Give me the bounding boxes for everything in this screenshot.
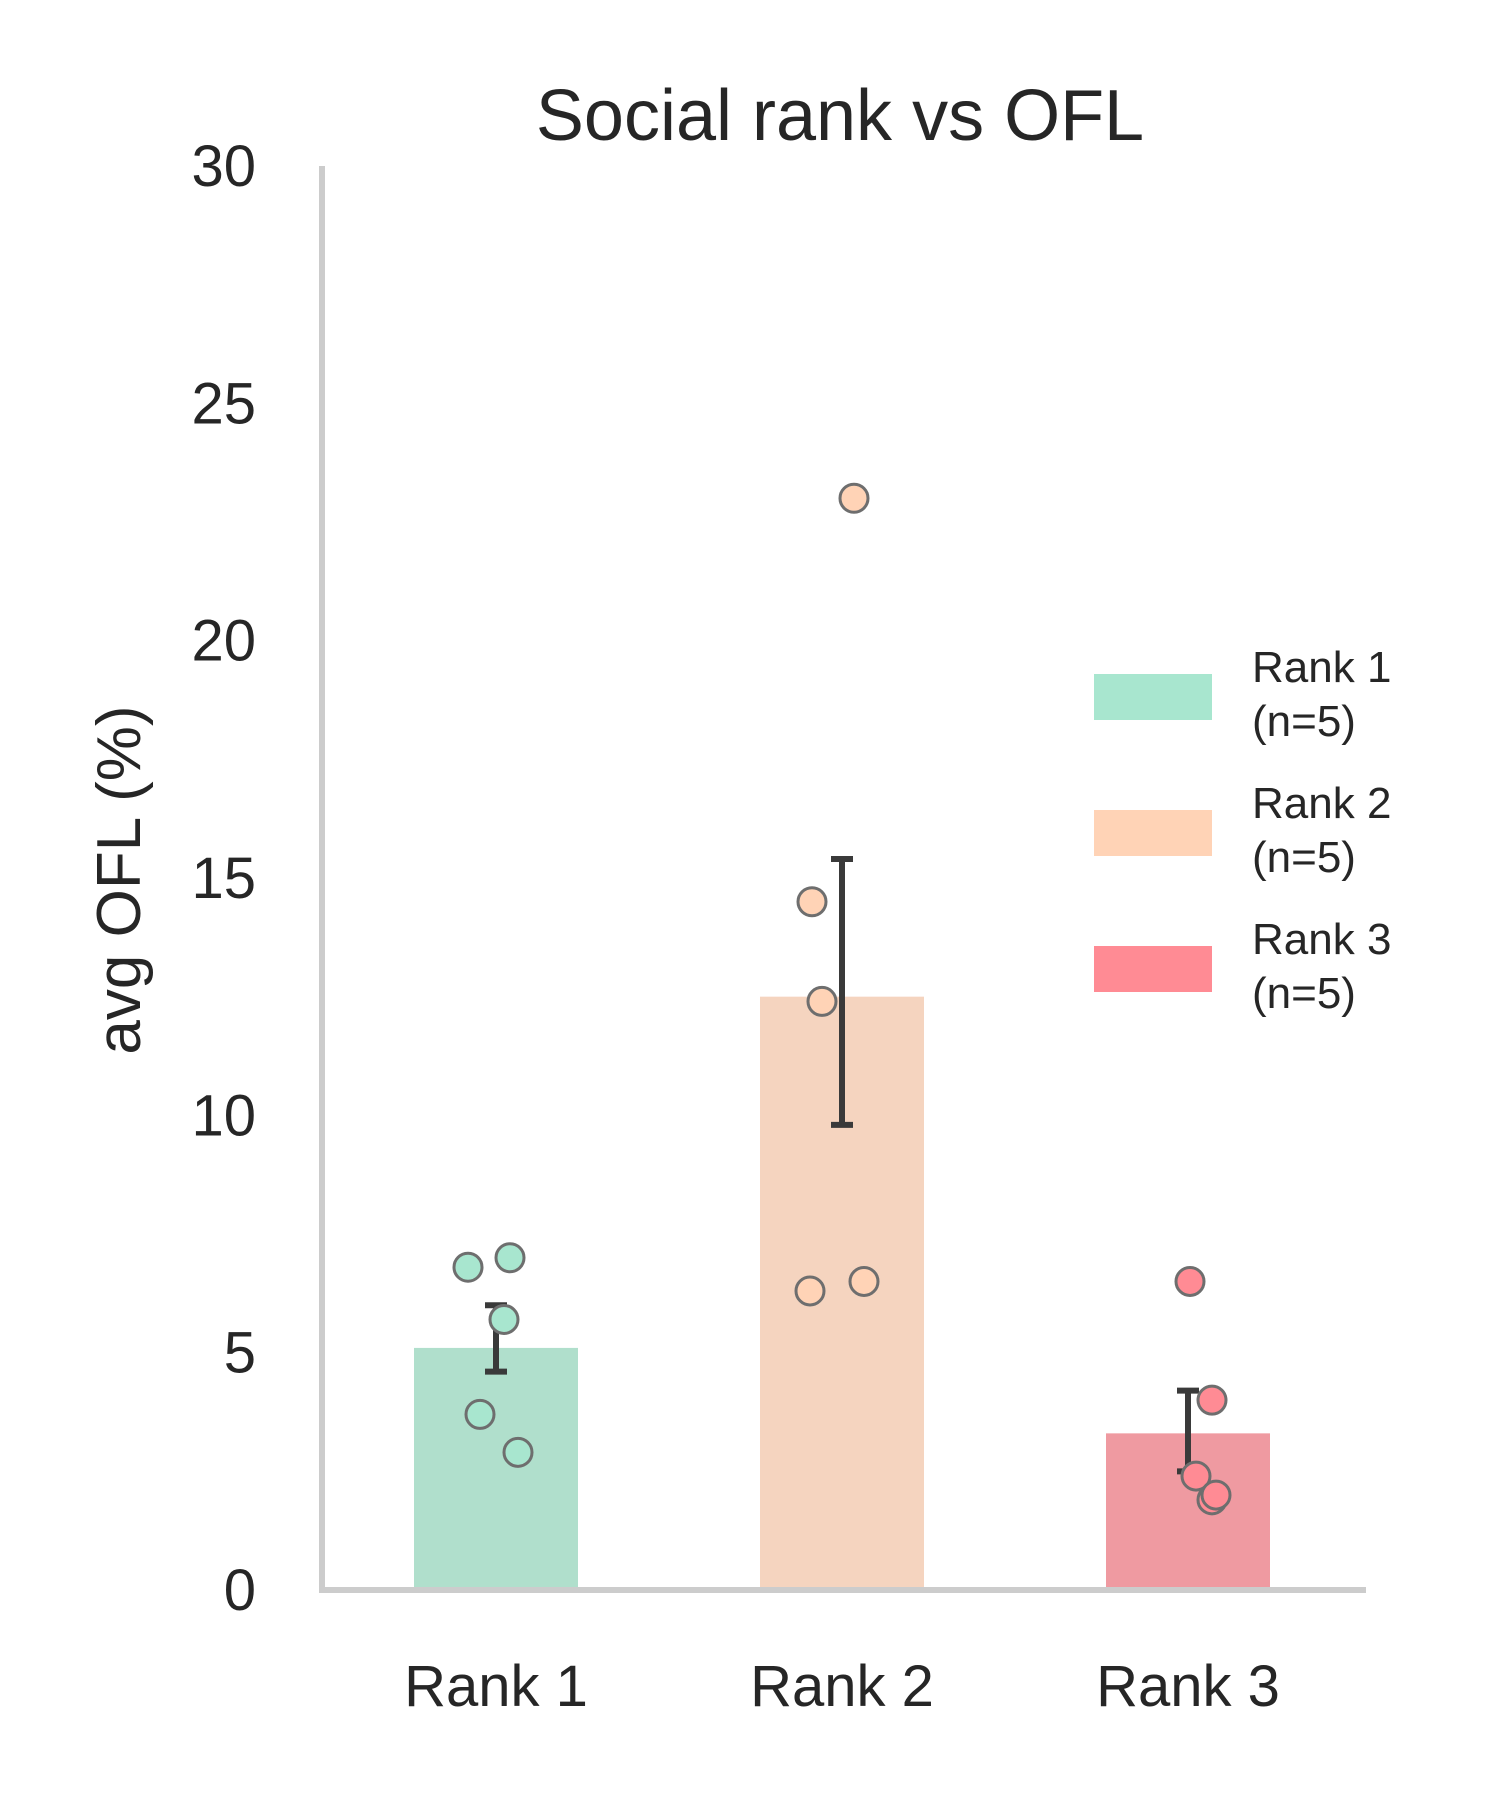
legend-label-count: (n=5) bbox=[1252, 969, 1356, 1018]
data-point bbox=[1196, 1384, 1228, 1416]
legend-label: Rank 1 bbox=[1252, 643, 1391, 692]
legend-swatch-3 bbox=[1094, 946, 1212, 992]
data-point bbox=[796, 886, 828, 918]
legend-swatch-2 bbox=[1094, 810, 1212, 856]
data-point bbox=[1200, 1479, 1232, 1511]
y-tick-label: 15 bbox=[191, 846, 256, 911]
data-point bbox=[488, 1303, 520, 1335]
y-tick-label: 10 bbox=[191, 1083, 256, 1148]
legend-label-count: (n=5) bbox=[1252, 697, 1356, 746]
data-point bbox=[494, 1242, 526, 1274]
data-point bbox=[838, 482, 870, 514]
legend-label-count: (n=5) bbox=[1252, 833, 1356, 882]
y-tick-label: 25 bbox=[191, 371, 256, 436]
chart-title: Social rank vs OFL bbox=[536, 76, 1144, 156]
y-tick-label: 30 bbox=[191, 134, 256, 199]
bar-1 bbox=[414, 1347, 578, 1590]
data-point bbox=[452, 1251, 484, 1283]
data-point bbox=[794, 1275, 826, 1307]
x-tick-label: Rank 2 bbox=[750, 1654, 934, 1719]
data-point bbox=[502, 1436, 534, 1468]
data-point bbox=[848, 1265, 880, 1297]
y-tick-label: 5 bbox=[224, 1321, 256, 1386]
y-tick-label: 20 bbox=[191, 609, 256, 674]
plot-area: 0 5 10 15 20 25 30 Rank 1 Rank 2 Rank 3 Rank 1 (n=5… bbox=[191, 134, 1391, 1719]
legend-label: Rank 3 bbox=[1252, 915, 1391, 964]
legend-swatch-1 bbox=[1094, 674, 1212, 720]
data-point bbox=[1180, 1460, 1212, 1492]
y-axis-label: avg OFL (%) bbox=[85, 705, 154, 1054]
legend-label: Rank 2 bbox=[1252, 779, 1391, 828]
y-tick-label: 0 bbox=[224, 1558, 256, 1623]
data-point bbox=[1174, 1265, 1206, 1297]
x-tick-label: Rank 3 bbox=[1096, 1654, 1280, 1719]
data-point bbox=[464, 1398, 496, 1430]
x-tick-label: Rank 1 bbox=[404, 1654, 588, 1719]
data-point bbox=[806, 985, 838, 1017]
